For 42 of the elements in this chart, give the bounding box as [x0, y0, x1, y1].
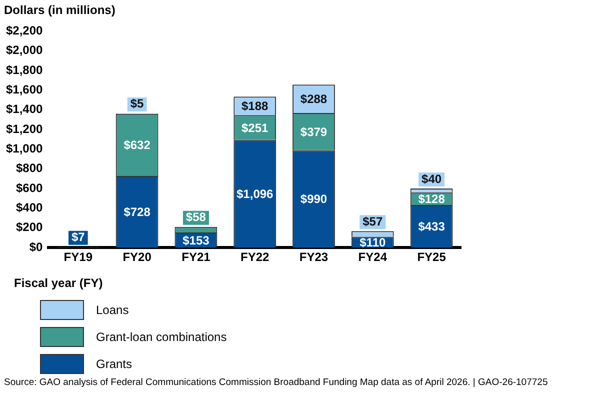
x-tick-label: FY21 [182, 250, 211, 264]
y-tick-label: $2,000 [6, 43, 44, 58]
data-label: $57 [362, 214, 383, 228]
x-tick-label: FY20 [122, 250, 152, 264]
y-tick-label: $2,200 [6, 24, 44, 38]
x-tick-label: FY25 [417, 250, 446, 264]
data-label: $433 [418, 220, 446, 234]
y-tick-label: $600 [16, 180, 44, 195]
x-tick-label: FY23 [299, 250, 328, 264]
data-label: $153 [182, 233, 210, 248]
y-tick-label: $200 [16, 220, 44, 234]
y-tick-label: $1,600 [6, 82, 44, 97]
y-tick-label: $1,200 [6, 122, 44, 136]
data-label: $251 [242, 120, 269, 135]
legend-label: Loans [96, 302, 129, 316]
data-label: $632 [124, 138, 151, 152]
y-axis-title: Dollars (in millions) [4, 3, 116, 17]
legend-label: Grants [96, 356, 132, 370]
data-label: $58 [186, 210, 206, 224]
y-tick-label: $1,000 [6, 142, 44, 156]
y-tick-label: $800 [16, 161, 44, 176]
data-label: $379 [300, 124, 328, 139]
data-label: $188 [242, 99, 269, 114]
y-tick-label: $1,800 [6, 62, 44, 77]
legend-label: Grant-loan combinations [96, 330, 227, 344]
source-note: Source: GAO analysis of Federal Communications Commission Broadband Funding Map data as of April 2026. | GAO-26-107725 [4, 377, 548, 388]
x-tick-label: FY22 [240, 250, 270, 264]
data-label: $990 [300, 192, 328, 206]
y-tick-label: $400 [16, 200, 44, 215]
data-label: $110 [360, 236, 386, 250]
data-label: $40 [422, 172, 442, 186]
data-label: $7 [71, 230, 86, 244]
x-tick-label: FY24 [358, 250, 388, 264]
y-tick-label: $0 [29, 240, 44, 254]
y-tick-label: $1,400 [6, 102, 44, 116]
x-tick-label: FY19 [64, 250, 93, 264]
data-label: $1,096 [236, 187, 274, 202]
data-label: $5 [130, 96, 144, 111]
data-label: $288 [300, 92, 328, 106]
data-label: $128 [418, 192, 446, 206]
x-axis-title: Fiscal year (FY) [14, 276, 103, 290]
data-label: $728 [124, 205, 151, 220]
